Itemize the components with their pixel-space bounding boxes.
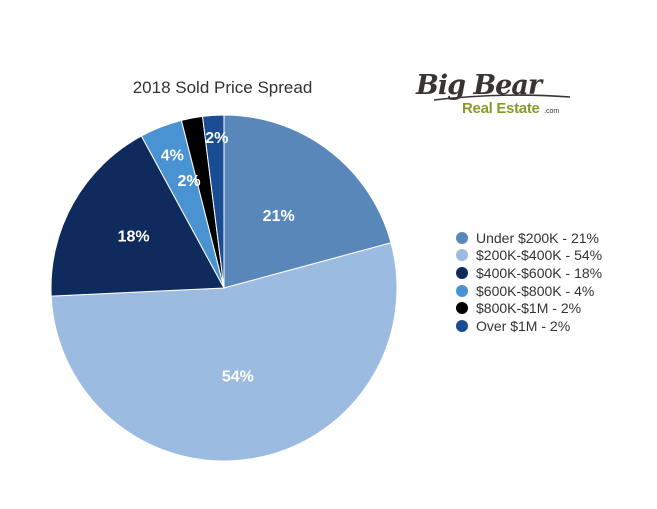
legend-label: $600K-$800K - 4%	[476, 282, 595, 299]
legend-swatch	[456, 284, 468, 297]
legend-swatch	[456, 319, 468, 332]
slice-data-label: 4%	[161, 147, 184, 164]
legend-swatch	[456, 302, 468, 315]
legend-item: $600K-$800K - 4%	[456, 282, 602, 300]
slice-data-label: 54%	[222, 368, 254, 385]
legend-label: $800K-$1M - 2%	[476, 300, 582, 317]
legend-label: Under $200K - 21%	[476, 229, 599, 246]
pie-slice	[50, 135, 225, 297]
slice-data-label: 21%	[263, 208, 295, 225]
legend-item: Over $1M - 2%	[456, 317, 602, 335]
logo-subtitle: Real Estate	[462, 100, 540, 117]
legend-label: $400K-$600K - 18%	[476, 264, 603, 281]
legend: Under $200K - 21% $200K-$400K - 54% $400K-…	[456, 229, 602, 335]
chart-title: 2018 Sold Price Spread	[132, 78, 313, 97]
legend-label: Over $1M - 2%	[476, 317, 571, 334]
legend-item: $800K-$1M - 2%	[456, 299, 602, 317]
legend-item: Under $200K - 21%	[456, 229, 602, 247]
legend-item: $400K-$600K - 18%	[456, 264, 602, 282]
legend-swatch	[456, 231, 468, 244]
legend-swatch	[456, 266, 468, 279]
logo-swoosh-icon	[433, 94, 571, 101]
pie-slice	[201, 114, 225, 289]
slice-data-label: 2%	[205, 130, 228, 147]
company-logo: Big Bear Real Estate .com	[412, 70, 572, 126]
pie-slice	[223, 114, 392, 289]
legend-swatch	[456, 249, 468, 262]
legend-label: $200K-$400K - 54%	[476, 247, 603, 264]
slice-data-label: 2%	[177, 173, 200, 190]
logo-domain-suffix: .com	[544, 108, 560, 115]
pie-slice	[50, 242, 398, 462]
legend-item: $200K-$400K - 54%	[456, 247, 602, 265]
slice-data-label: 18%	[118, 229, 150, 246]
